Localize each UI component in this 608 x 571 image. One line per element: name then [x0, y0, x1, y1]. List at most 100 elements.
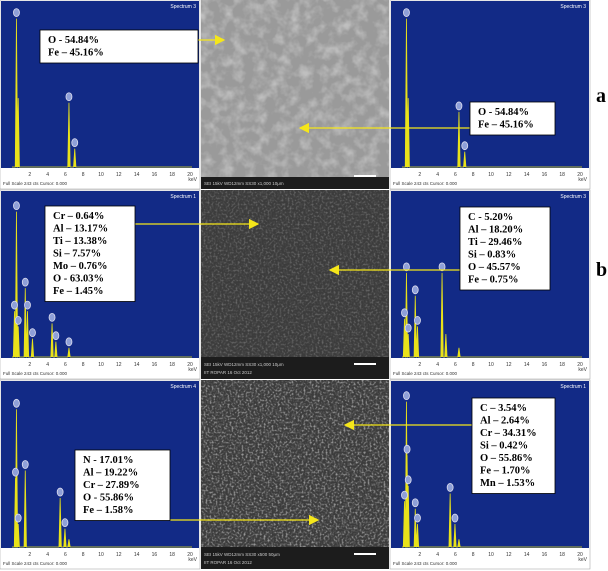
spectrum-footer: Full Scale 243 cts Cursor: 0.000	[3, 371, 68, 376]
spectrum-title: Spectrum 4	[170, 384, 196, 390]
spectrum-tick-label: 12	[506, 552, 512, 558]
figure: Spectrum 32468101214161820keVFull Scale …	[0, 0, 608, 571]
spectrum-background	[1, 1, 199, 168]
sem-caption: SEI 15kV WD12mm SS30 x1,000 10μm	[204, 181, 284, 186]
peak-marker	[57, 488, 63, 496]
row-label: b	[596, 259, 607, 281]
peak-marker	[13, 399, 19, 407]
peak-marker	[66, 338, 72, 346]
spectrum-tick-label: 18	[169, 362, 175, 368]
sem-texture	[201, 0, 389, 177]
spectrum-tick-label: 18	[559, 172, 565, 178]
spectrum-tick-label: 16	[542, 552, 548, 558]
spectrum-tick-label: 8	[82, 172, 85, 178]
spectrum-footer: Full Scale 243 cts Cursor: 0.000	[393, 181, 458, 186]
composition-text: Ti – 13.38%	[53, 236, 107, 247]
composition-text: Si – 0.83%	[468, 250, 516, 261]
spectrum-footer: Full Scale 243 cts Cursor: 0.000	[393, 371, 458, 376]
peak-marker	[414, 316, 420, 324]
spectrum-tick-label: 4	[436, 362, 439, 368]
spectrum-tick-label: 10	[488, 172, 494, 178]
composition-text: Si – 7.57%	[53, 249, 101, 260]
spectrum-tick-label: 14	[524, 552, 530, 558]
composition-text: O - 54.84%	[48, 35, 99, 46]
composition-text: N - 17.01%	[83, 455, 133, 466]
peak-marker	[412, 286, 418, 294]
peak-marker	[401, 491, 407, 499]
spectrum-tick-label: 6	[454, 362, 457, 368]
spectrum-tick-label: 8	[472, 362, 475, 368]
sem-caption: SEI 15kV WD12mm SS30 x500 50μm	[204, 552, 280, 557]
spectrum-unit: keV	[578, 177, 587, 183]
peak-marker	[403, 9, 409, 17]
spectrum-footer: Full Scale 243 cts Cursor: 0.000	[3, 181, 68, 186]
spectrum-footer: Full Scale 243 cts Cursor: 0.000	[393, 561, 458, 566]
spectrum-title: Spectrum 3	[170, 4, 196, 10]
spectrum-unit: keV	[188, 557, 197, 563]
spectrum-unit: keV	[578, 557, 587, 563]
spectrum-tick-label: 4	[46, 552, 49, 558]
spectrum-tick-label: 12	[506, 172, 512, 178]
peak-marker	[403, 392, 409, 400]
peak-marker	[13, 9, 19, 17]
spectrum-tick-label: 14	[134, 362, 140, 368]
composition-text: Al – 2.64%	[480, 416, 530, 427]
spectrum-tick-label: 6	[64, 172, 67, 178]
composition-text: Cr – 27.89%	[83, 480, 140, 491]
peak-marker	[11, 301, 17, 309]
spectrum-background	[391, 1, 589, 168]
peak-marker	[12, 468, 18, 476]
spectrum-tick-label: 18	[559, 362, 565, 368]
spectrum-tick-label: 4	[46, 362, 49, 368]
spectrum-tick-label: 10	[488, 552, 494, 558]
spectrum-tick-label: 12	[116, 552, 122, 558]
peak-marker	[447, 483, 453, 491]
peak-marker	[22, 461, 28, 469]
sem-databar	[201, 357, 389, 379]
peak-marker	[13, 202, 19, 210]
spectrum-tick-label: 16	[542, 172, 548, 178]
peak-marker	[29, 329, 35, 337]
peak-marker	[462, 142, 468, 150]
scale-bar	[354, 175, 376, 177]
spectrum-unit: keV	[188, 177, 197, 183]
sem-image: SEI 15kV WD12mm SS30 x1,000 10μmIIT ROPA…	[201, 0, 389, 194]
spectrum-tick-label: 12	[506, 362, 512, 368]
spectrum-unit: keV	[578, 367, 587, 373]
row-label: a	[596, 85, 606, 107]
composition-text: Fe – 45.16%	[478, 120, 534, 131]
scale-bar	[354, 553, 376, 555]
spectrum-tick-label: 2	[28, 552, 31, 558]
composition-text: Mn – 1.53%	[480, 478, 535, 489]
peak-marker	[15, 316, 21, 324]
peak-marker	[414, 514, 420, 522]
composition-text: Si – 0.42%	[480, 441, 528, 452]
peak-marker	[24, 301, 30, 309]
composition-text: O – 45.57%	[468, 262, 521, 273]
composition-text: Fe – 45.16%	[48, 48, 104, 59]
composition-text: Fe – 1.45%	[53, 286, 103, 297]
spectrum-title: Spectrum 3	[560, 4, 586, 10]
spectrum-tick-label: 6	[454, 172, 457, 178]
peak-marker	[452, 514, 458, 522]
scale-bar	[354, 363, 376, 365]
sem-caption: IIT ROPAR 16 Oct 2012	[204, 560, 252, 565]
composition-text: O - 63.03%	[53, 274, 104, 285]
composition-text: O – 55.86%	[480, 453, 533, 464]
spectrum-title: Spectrum 1	[560, 384, 586, 390]
sem-texture	[201, 380, 389, 547]
spectrum-tick-label: 16	[152, 362, 158, 368]
composition-text: Cr – 0.64%	[53, 211, 104, 222]
sem-image: SEI 15kV WD12mm SS30 x500 50μm IIT ROPAR …	[201, 380, 389, 569]
spectrum-tick-label: 8	[472, 172, 475, 178]
spectrum-unit: keV	[188, 367, 197, 373]
spectrum-tick-label: 14	[524, 362, 530, 368]
spectrum-tick-label: 4	[436, 552, 439, 558]
peak-marker	[72, 139, 78, 147]
peak-marker	[404, 445, 410, 453]
spectrum-tick-label: 12	[116, 362, 122, 368]
peak-marker	[456, 102, 462, 110]
spectrum-panel: Spectrum 32468101214161820keVFull Scale …	[0, 0, 200, 189]
peak-marker	[15, 514, 21, 522]
